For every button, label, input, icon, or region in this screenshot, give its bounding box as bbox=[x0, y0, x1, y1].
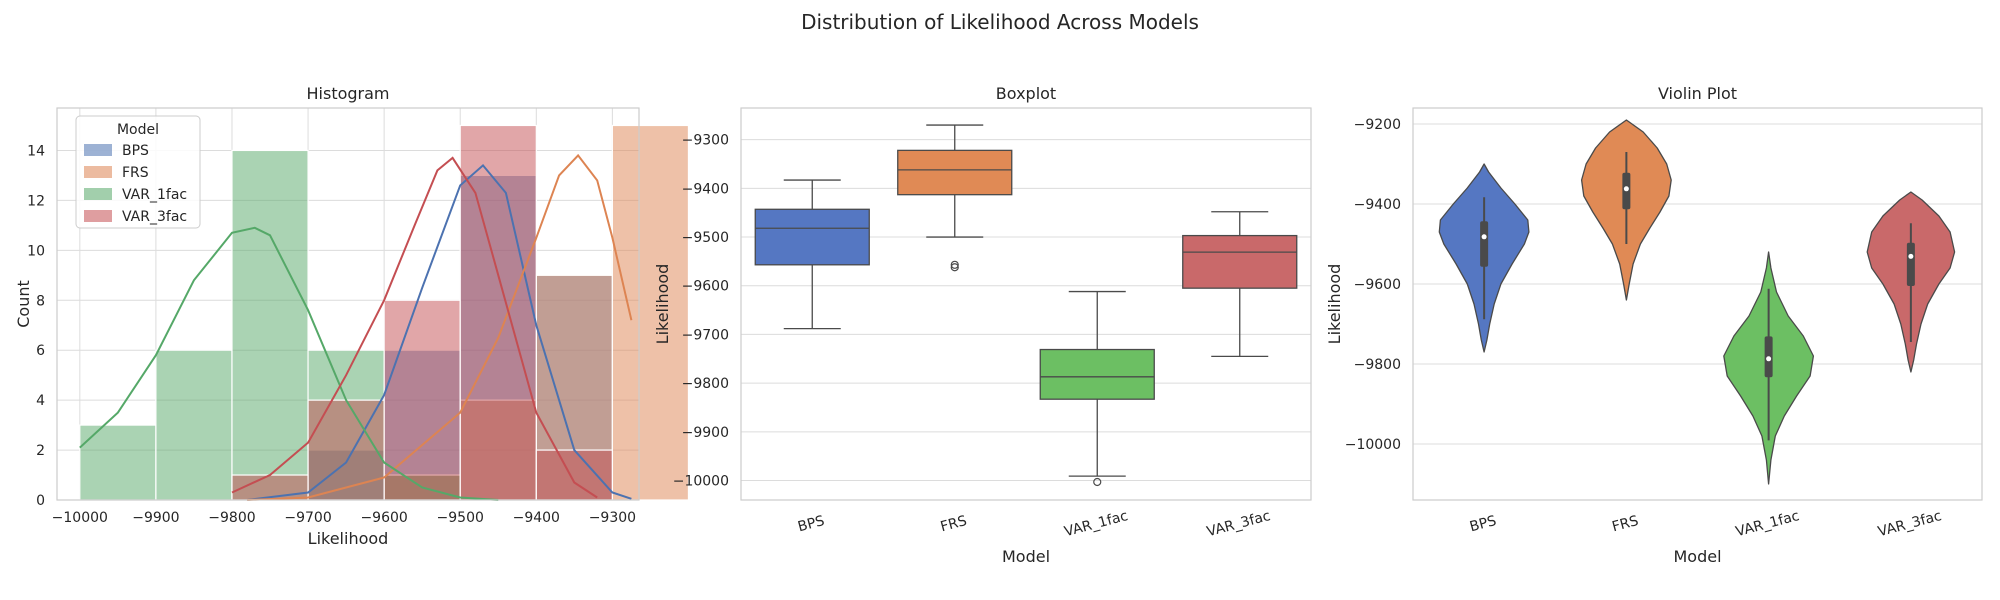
x-tick-label: BPS bbox=[1468, 513, 1498, 535]
histogram-bar bbox=[79, 424, 157, 501]
y-tick-label: −9400 bbox=[682, 181, 729, 197]
y-tick-label: −9200 bbox=[1354, 117, 1401, 133]
y-tick-label: −10000 bbox=[1345, 437, 1401, 453]
x-tick-label: VAR_1fac bbox=[1063, 508, 1130, 540]
x-tick-label: FRS bbox=[1610, 513, 1640, 535]
y-tick-label: 4 bbox=[36, 393, 45, 409]
x-tick-label: −9900 bbox=[132, 510, 179, 526]
y-tick-label: −9800 bbox=[682, 376, 729, 392]
box bbox=[897, 149, 1013, 196]
x-tick-label: −10000 bbox=[52, 510, 108, 526]
panel-title: Boxplot bbox=[996, 84, 1056, 103]
kde-line bbox=[79, 226, 499, 501]
y-tick-label: 10 bbox=[27, 243, 45, 259]
histogram-bar bbox=[611, 124, 690, 501]
outlier-point bbox=[950, 260, 959, 269]
legend-label: FRS bbox=[122, 165, 149, 181]
violin-panel: −10000 −9800 −9600 −9400 −9200 BPS FRS VAR_1fac… bbox=[1325, 84, 1983, 566]
histogram-bar bbox=[535, 449, 613, 501]
box bbox=[754, 208, 870, 266]
y-tick-label: −9400 bbox=[1354, 197, 1401, 213]
y-tick-label: −9700 bbox=[682, 327, 729, 343]
y-axis-label: Count bbox=[14, 280, 33, 328]
y-tick-label: 8 bbox=[36, 293, 45, 309]
legend-label: BPS bbox=[122, 143, 149, 159]
x-tick-label: −9400 bbox=[513, 510, 560, 526]
violin-median-point bbox=[1623, 186, 1629, 192]
y-tick-label: −9500 bbox=[682, 230, 729, 246]
kde-line bbox=[247, 153, 633, 501]
figure-title: Distribution of Likelihood Across Models bbox=[801, 10, 1199, 34]
x-tick-label: −9700 bbox=[284, 510, 331, 526]
legend: Model BPS FRS VAR_1fac VAR_3fac bbox=[75, 115, 201, 229]
histogram-bar bbox=[459, 124, 537, 501]
x-tick-label: FRS bbox=[939, 513, 969, 535]
x-tick-label: BPS bbox=[796, 513, 826, 535]
axes-frame bbox=[56, 107, 640, 501]
histogram-panel: −10000 −9900 −9800 −9700 −9600 −9500 −9400 −930… bbox=[14, 84, 690, 548]
box bbox=[1182, 234, 1298, 289]
y-axis-label: Likelihood bbox=[653, 264, 672, 345]
outlier-point bbox=[1093, 477, 1102, 487]
legend-swatch bbox=[84, 210, 112, 222]
x-tick-label: VAR_3fac bbox=[1205, 508, 1272, 540]
violin-iqr-box bbox=[1906, 242, 1915, 286]
x-tick-label: VAR_1fac bbox=[1734, 508, 1801, 540]
x-axis-label: Model bbox=[1002, 547, 1050, 566]
legend-label: VAR_3fac bbox=[122, 209, 187, 225]
y-tick-label: −9600 bbox=[1354, 277, 1401, 293]
axes-frame bbox=[1412, 107, 1983, 501]
y-tick-label: −9600 bbox=[682, 279, 729, 295]
outlier-point bbox=[950, 263, 959, 272]
y-tick-label: −9300 bbox=[682, 133, 729, 149]
axes-frame bbox=[740, 107, 1312, 501]
x-tick-label: −9500 bbox=[437, 510, 484, 526]
x-tick-label: −9800 bbox=[208, 510, 255, 526]
histogram-bar bbox=[155, 349, 233, 501]
box bbox=[1039, 348, 1155, 400]
violin-median-point bbox=[1908, 253, 1914, 259]
x-tick-label: −9300 bbox=[589, 510, 636, 526]
legend-swatch bbox=[84, 166, 112, 178]
histogram-bar bbox=[231, 149, 309, 501]
violin-median-point bbox=[1766, 356, 1772, 362]
x-tick-label: −9600 bbox=[360, 510, 407, 526]
violin-median-point bbox=[1481, 234, 1487, 240]
boxplot-panel: −10000 −9900 −9800 −9700 −9600 −9500 −9400 −930… bbox=[653, 84, 1312, 566]
y-tick-label: −9800 bbox=[1354, 357, 1401, 373]
kde-line bbox=[247, 163, 632, 501]
legend-label: VAR_1fac bbox=[122, 187, 187, 203]
y-axis-label: Likelihood bbox=[1325, 264, 1344, 345]
legend-swatch bbox=[84, 144, 112, 156]
y-tick-label: 6 bbox=[36, 343, 45, 359]
kde-line bbox=[231, 156, 598, 499]
y-tick-label: −9900 bbox=[682, 425, 729, 441]
y-tick-label: 0 bbox=[36, 493, 45, 509]
y-tick-label: 12 bbox=[27, 193, 45, 209]
y-tick-label: 2 bbox=[36, 443, 45, 459]
y-tick-label: 14 bbox=[27, 143, 45, 159]
x-tick-label: VAR_3fac bbox=[1876, 508, 1943, 540]
x-axis-label: Model bbox=[1673, 547, 1721, 566]
legend-swatch bbox=[84, 188, 112, 200]
violin-iqr-box bbox=[1480, 221, 1489, 267]
x-axis-label: Likelihood bbox=[308, 529, 389, 548]
legend-title: Model bbox=[117, 122, 159, 138]
panel-title: Violin Plot bbox=[1658, 84, 1737, 103]
y-tick-label: −10000 bbox=[673, 474, 729, 490]
panel-title: Histogram bbox=[307, 84, 390, 103]
